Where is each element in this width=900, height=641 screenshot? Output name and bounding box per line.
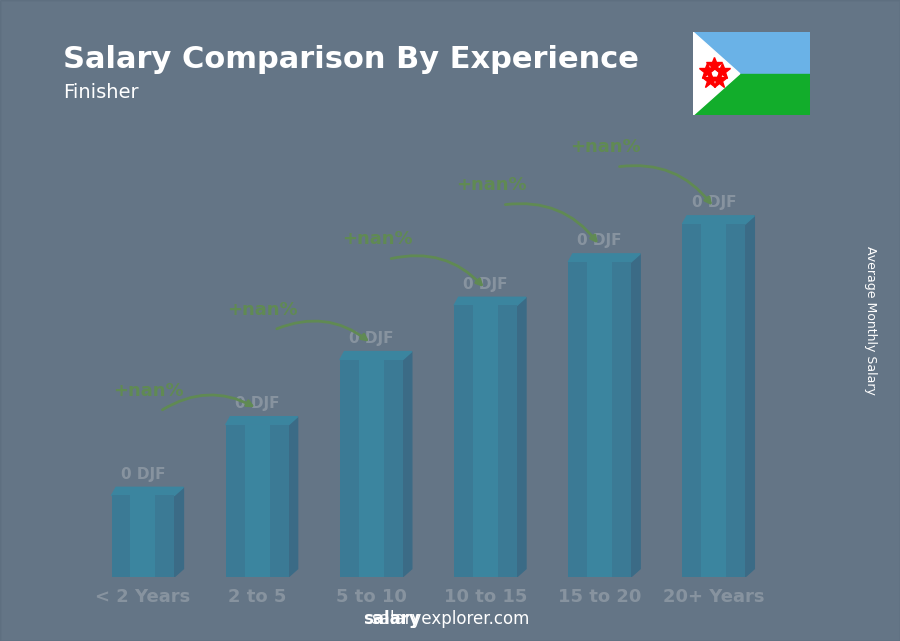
Bar — [226, 425, 289, 577]
Polygon shape — [112, 487, 184, 495]
Text: 0 DJF: 0 DJF — [349, 331, 393, 346]
Bar — [245, 425, 270, 577]
Polygon shape — [745, 216, 754, 577]
Bar — [130, 495, 156, 577]
Bar — [693, 32, 810, 74]
Polygon shape — [226, 417, 298, 425]
Bar — [340, 360, 402, 577]
Bar — [693, 74, 810, 115]
Bar — [568, 262, 631, 577]
Bar — [112, 495, 175, 577]
Text: salaryexplorer.com: salaryexplorer.com — [371, 610, 529, 628]
Text: +nan%: +nan% — [342, 230, 412, 249]
Text: 0 DJF: 0 DJF — [121, 467, 166, 482]
Polygon shape — [682, 216, 754, 224]
Text: Salary Comparison By Experience: Salary Comparison By Experience — [63, 45, 639, 74]
Polygon shape — [517, 297, 526, 577]
Text: 0 DJF: 0 DJF — [578, 233, 622, 249]
Text: +nan%: +nan% — [113, 383, 184, 401]
Bar — [682, 224, 745, 577]
Text: 0 DJF: 0 DJF — [235, 396, 279, 412]
Bar — [587, 262, 612, 577]
Polygon shape — [289, 417, 298, 577]
Bar — [472, 305, 498, 577]
Polygon shape — [340, 351, 412, 360]
Bar — [454, 305, 517, 577]
Polygon shape — [175, 487, 184, 577]
Bar — [359, 360, 383, 577]
Text: 0 DJF: 0 DJF — [691, 196, 736, 210]
Polygon shape — [693, 32, 740, 115]
Polygon shape — [454, 297, 526, 305]
Text: Finisher: Finisher — [63, 83, 139, 103]
Polygon shape — [402, 351, 412, 577]
Polygon shape — [631, 254, 640, 577]
Bar — [701, 224, 726, 577]
Text: Average Monthly Salary: Average Monthly Salary — [865, 246, 878, 395]
Text: +nan%: +nan% — [456, 176, 526, 194]
Text: +nan%: +nan% — [228, 301, 298, 319]
Text: +nan%: +nan% — [570, 138, 641, 156]
Text: salary: salary — [363, 610, 420, 628]
Polygon shape — [568, 254, 640, 262]
Text: 0 DJF: 0 DJF — [464, 277, 508, 292]
